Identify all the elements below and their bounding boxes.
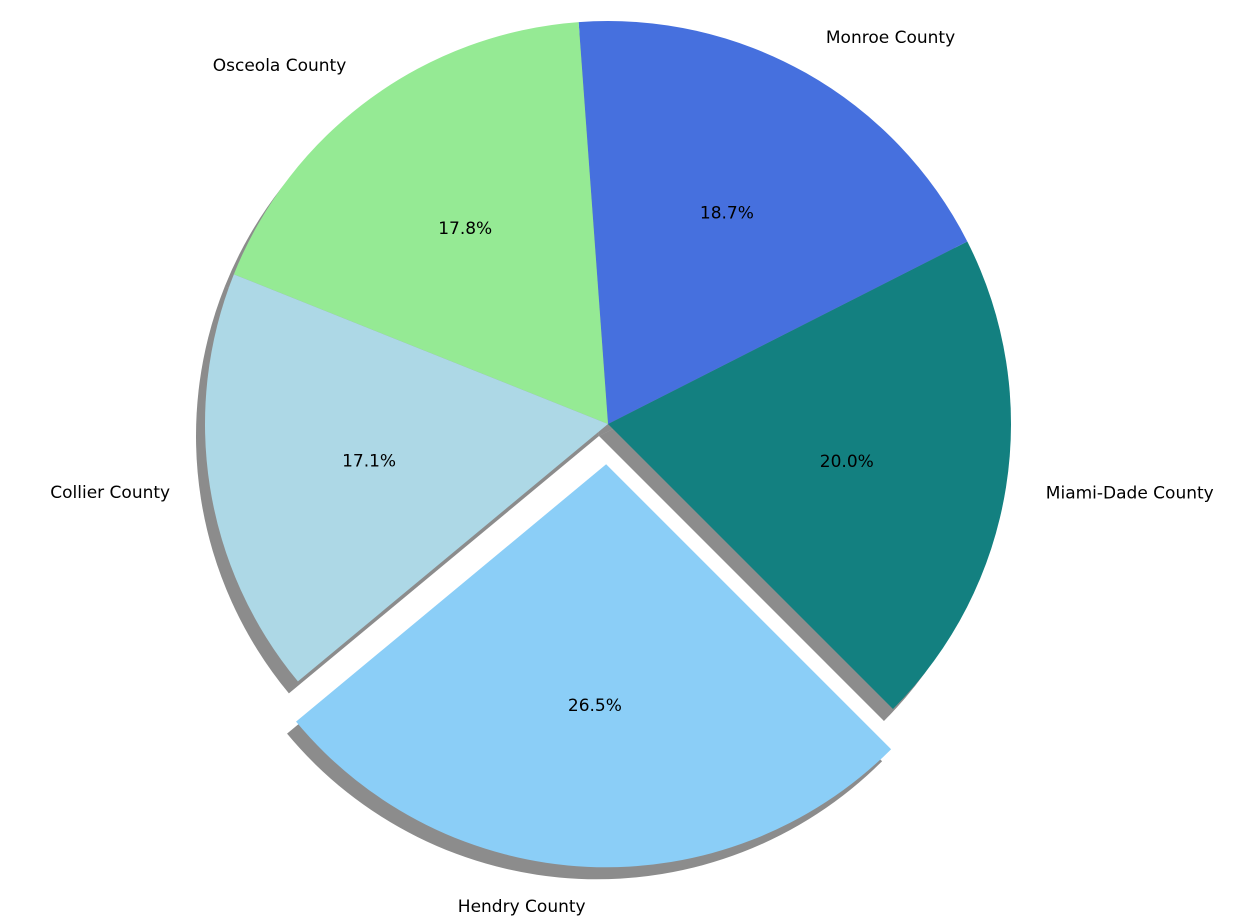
- pie-slice-osceola-county: [233, 22, 608, 424]
- slice-labels: Miami-Dade County 20.0% Monroe County 18.7%…: [50, 28, 1213, 917]
- pie-slice-collier-county: [205, 274, 608, 682]
- pct-label-osceola-county: 17.8%: [438, 219, 492, 239]
- pct-label-monroe-county: 18.7%: [700, 203, 754, 223]
- pct-label-collier-county: 17.1%: [342, 452, 396, 472]
- slice-label-collier-county: Collier County: [50, 483, 170, 503]
- pct-label-hendry-county: 26.5%: [568, 696, 622, 716]
- pie-slices: [205, 20, 1012, 868]
- pie-slice-miami-dade-county: [608, 241, 1012, 709]
- slice-label-hendry-county: Hendry County: [458, 897, 586, 917]
- pct-label-miami-dade-county: 20.0%: [820, 452, 874, 472]
- pie-slice-monroe-county: [578, 20, 968, 425]
- pie-slice-hendry-county: [296, 464, 892, 868]
- slice-label-miami-dade-county: Miami-Dade County: [1046, 484, 1214, 504]
- slice-label-monroe-county: Monroe County: [826, 28, 955, 48]
- slice-label-osceola-county: Osceola County: [213, 56, 347, 76]
